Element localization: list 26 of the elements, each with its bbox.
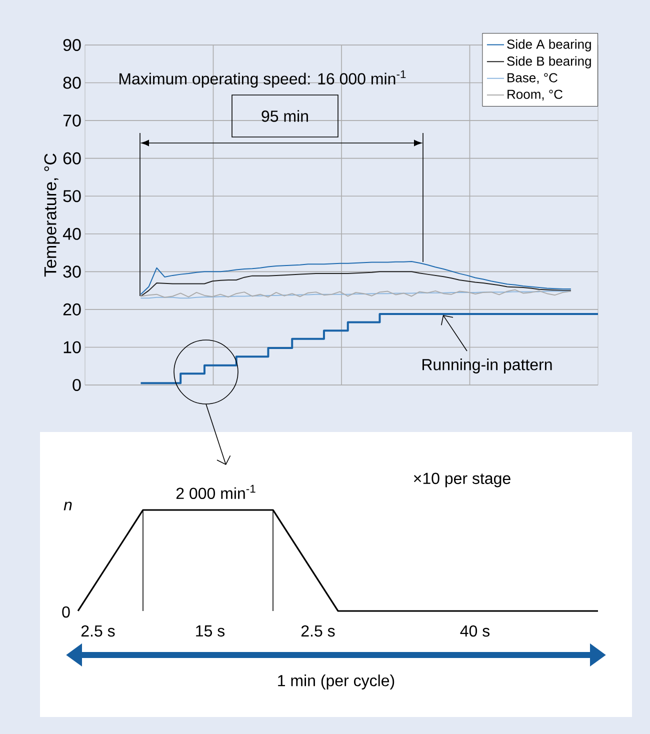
y-tick-label: 80 [63,76,81,89]
y-tick-label: 60 [63,152,81,164]
text: 2.5 s [81,625,115,637]
annotation: 95 min [262,110,308,122]
text: 40 s [460,625,490,637]
annotation: n [64,502,72,510]
y-axis-title: Temperature, °C [44,154,60,277]
legend-label: Side A bearing [507,39,591,52]
annotation: Maximum operating speed: 16 000 min$^{-1}$ [120,70,406,88]
y-tick-label: 30 [63,266,81,278]
legend-label: Room, °C [508,90,562,100]
legend-label: Base, °C [508,73,558,84]
text: 15 s [196,625,225,637]
text: 2 000 min$^{-1}$ [176,484,256,500]
y-tick-label: 40 [62,228,81,240]
legend-label: Side B bearing [507,56,591,68]
text: 2.5 s [301,625,335,637]
y-tick-label: 10 [64,341,81,354]
y-tick-label: 50 [63,190,81,202]
text: 1 min (per cycle) [278,674,394,690]
text: ×10 per stage [414,472,510,488]
y-tick-label: 20 [63,303,81,316]
annotation: Running-in pattern [422,358,552,374]
y-tick-label: 70 [63,114,81,127]
y-tick-label: 90 [63,38,81,52]
y-tick-label: 0 [72,378,81,392]
